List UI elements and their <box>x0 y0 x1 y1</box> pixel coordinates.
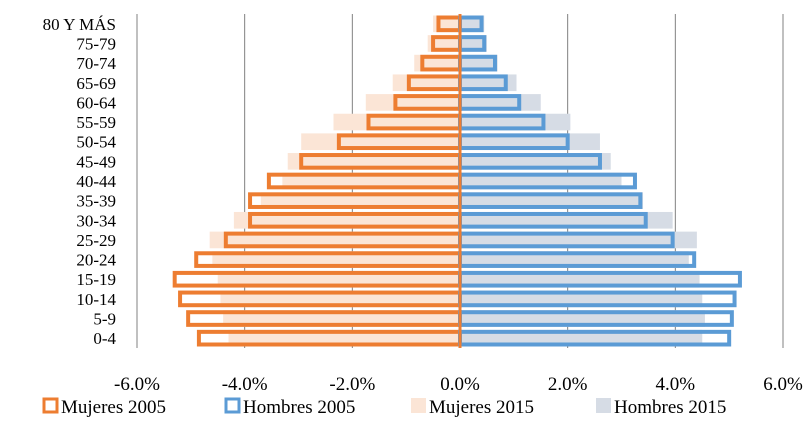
bar-hombres-2015-4 <box>460 251 689 268</box>
x-tick-label-3: 0.0% <box>440 374 480 395</box>
bar-mujeres-2015-0 <box>228 329 460 347</box>
legend-swatch-0 <box>42 397 59 414</box>
category-label-3: 15-19 <box>76 270 116 289</box>
x-tick-label-2: -2.0% <box>329 374 375 395</box>
category-label-11: 55-59 <box>76 113 116 132</box>
bar-mujeres-2015-1 <box>223 310 460 327</box>
bar-mujeres-2015-15 <box>427 35 460 52</box>
bar-hombres-2015-6 <box>460 211 673 229</box>
category-label-5: 25-29 <box>76 231 116 250</box>
bar-hombres-2015-16 <box>460 15 485 33</box>
category-label-0: 0-4 <box>93 329 116 348</box>
bar-mujeres-2015-3 <box>217 270 460 288</box>
x-tick-label-1: -4.0% <box>222 374 268 395</box>
legend-label-2: Mujeres 2015 <box>429 397 534 418</box>
bar-mujeres-2015-5 <box>209 231 460 249</box>
bar-hombres-2015-15 <box>460 35 487 52</box>
category-label-2: 10-14 <box>76 290 116 309</box>
bar-hombres-2015-2 <box>460 290 703 308</box>
x-tick-label-6: 6.0% <box>763 374 803 395</box>
bar-mujeres-2015-14 <box>414 54 460 72</box>
category-label-6: 30-34 <box>76 211 116 230</box>
category-label-10: 50-54 <box>76 133 116 152</box>
category-label-13: 65-69 <box>76 74 116 93</box>
legend-swatch-1 <box>224 397 241 414</box>
legend-label-3: Hombres 2015 <box>614 397 726 418</box>
bar-mujeres-2015-6 <box>233 211 460 229</box>
bar-mujeres-2015-7 <box>260 192 460 209</box>
legend: Mujeres 2005 Hombres 2005 Mujeres 2015 Homb… <box>42 397 726 418</box>
category-label-15: 75-79 <box>76 34 116 53</box>
bar-hombres-2015-3 <box>460 270 700 288</box>
bar-mujeres-2015-8 <box>282 172 460 190</box>
category-label-14: 70-74 <box>76 54 116 73</box>
bar-mujeres-2015-2 <box>220 290 460 308</box>
bar-hombres-2015-9 <box>460 153 611 170</box>
bar-hombres-2015-1 <box>460 310 705 327</box>
bar-hombres-2015-8 <box>460 172 622 190</box>
category-label-1: 5-9 <box>93 310 116 329</box>
category-label-7: 35-39 <box>76 192 116 211</box>
category-label-4: 20-24 <box>76 251 116 270</box>
bar-hombres-2015-7 <box>460 192 644 209</box>
x-tick-labels: -6.0% -4.0% -2.0% 0.0% 2.0% 4.0% 6.0% <box>114 374 803 395</box>
bar-hombres-2015-13 <box>460 74 517 92</box>
bar-mujeres-2015-11 <box>333 113 460 131</box>
bar-mujeres-2015-12 <box>365 94 460 111</box>
bars-2015 <box>209 15 705 347</box>
bar-hombres-2015-10 <box>460 133 600 151</box>
category-label-12: 60-64 <box>76 93 116 112</box>
bar-hombres-2015-0 <box>460 329 703 347</box>
bar-mujeres-2015-4 <box>212 251 460 268</box>
x-tick-label-5: 4.0% <box>656 374 696 395</box>
bar-hombres-2015-5 <box>460 231 697 249</box>
legend-swatch-2 <box>411 398 426 413</box>
category-label-8: 40-44 <box>76 172 116 191</box>
bar-mujeres-2015-10 <box>301 133 460 151</box>
x-tick-label-0: -6.0% <box>114 374 160 395</box>
legend-label-1: Hombres 2005 <box>243 397 355 418</box>
bar-hombres-2015-14 <box>460 54 498 72</box>
bar-mujeres-2015-9 <box>287 153 460 170</box>
legend-label-0: Mujeres 2005 <box>61 397 166 418</box>
category-label-9: 45-49 <box>76 152 116 171</box>
category-label-16: 80 Y MÁS <box>43 15 116 34</box>
legend-swatch-3 <box>596 398 611 413</box>
category-labels: 0-45-910-1415-1920-2425-2930-3435-3940-4… <box>43 15 117 348</box>
x-tick-label-4: 2.0% <box>548 374 588 395</box>
